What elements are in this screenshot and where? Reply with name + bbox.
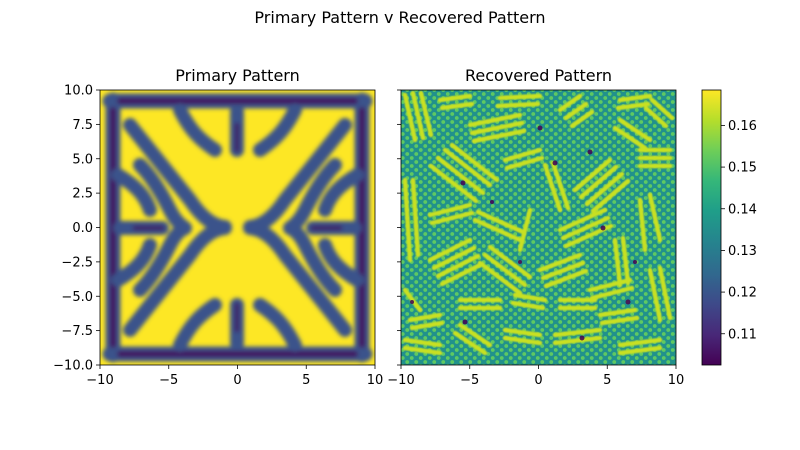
colorbar-gradient [701, 89, 722, 366]
primary-pattern-y-axis: 10.0 7.5 5.0 2.5 0.0 −2.5 −5.0 −7.5 −10.0 [53, 84, 100, 374]
colorbar-tick-label: 0.16 [728, 119, 757, 134]
y-tick-label: −2.5 [61, 255, 93, 270]
x-tick-label: 5 [603, 373, 611, 388]
x-tick-label: 10 [668, 373, 685, 388]
y-tick-label: 5.0 [72, 152, 93, 167]
colorbar-tick-label: 0.13 [728, 244, 757, 259]
y-tick-label: 0.0 [72, 221, 93, 236]
colorbar-axis: 0.16 0.15 0.14 0.13 0.12 0.11 [721, 119, 757, 342]
recovered-pattern-image [401, 90, 676, 365]
recovered-pattern-y-axis [397, 89, 401, 366]
x-tick-label: −10 [86, 373, 113, 388]
x-tick-label: 0 [534, 373, 542, 388]
x-tick-label: −10 [387, 373, 414, 388]
recovered-pattern-panel: Recovered Pattern [387, 66, 684, 388]
y-tick-label: −5.0 [61, 290, 93, 305]
recovered-pattern-x-axis: −10 −5 0 5 10 [387, 365, 684, 388]
colorbar-tick-label: 0.14 [728, 202, 757, 217]
colorbar-tick-label: 0.11 [728, 327, 757, 342]
y-tick-label: 2.5 [72, 187, 93, 202]
x-tick-label: 5 [302, 373, 310, 388]
colorbar-tick-label: 0.12 [728, 286, 757, 301]
y-tick-label: 10.0 [64, 84, 93, 99]
primary-pattern-panel: Primary Pattern [53, 66, 383, 388]
figure-title: Primary Pattern v Recovered Pattern [254, 8, 545, 27]
primary-pattern-image [100, 90, 375, 365]
colorbar-tick-label: 0.15 [728, 161, 757, 176]
primary-pattern-x-axis: −10 −5 0 5 10 [86, 365, 383, 388]
x-tick-label: 0 [233, 373, 241, 388]
y-tick-label: −7.5 [61, 324, 93, 339]
primary-pattern-title: Primary Pattern [175, 66, 299, 85]
y-tick-label: 7.5 [72, 118, 93, 133]
x-tick-label: −5 [159, 373, 178, 388]
x-tick-label: −5 [460, 373, 479, 388]
x-tick-label: 10 [367, 373, 384, 388]
colorbar: 0.16 0.15 0.14 0.13 0.12 0.11 [701, 89, 757, 366]
y-tick-label: −10.0 [53, 359, 93, 374]
recovered-pattern-title: Recovered Pattern [465, 66, 612, 85]
